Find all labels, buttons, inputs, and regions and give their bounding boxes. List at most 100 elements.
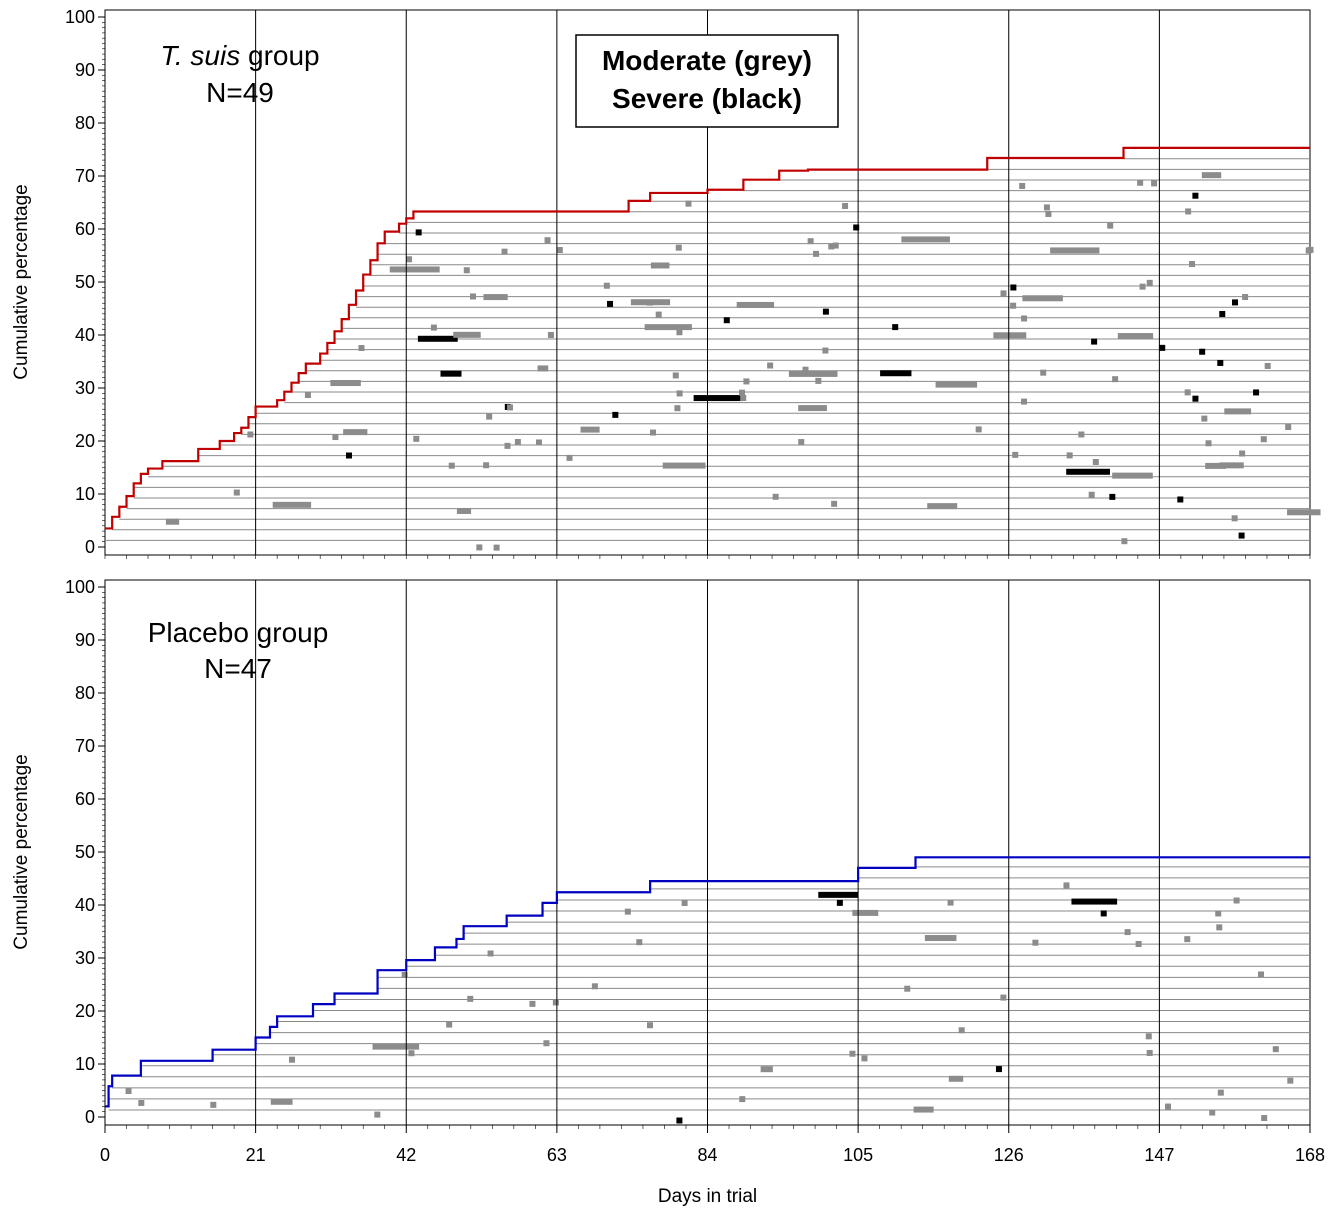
moderate-event-marker [374, 1111, 381, 1118]
group-n-label: N=47 [204, 653, 272, 684]
x-tick-label: 42 [396, 1145, 416, 1165]
moderate-event-marker [547, 331, 554, 338]
y-tick-label: 0 [85, 1107, 95, 1127]
moderate-event-marker [1215, 910, 1222, 917]
severe-event-marker [676, 1117, 683, 1124]
moderate-event-marker [501, 248, 508, 255]
moderate-event-marker [852, 909, 879, 916]
moderate-event-marker [624, 908, 631, 915]
severe-event-marker [1219, 310, 1226, 317]
moderate-event-marker [247, 431, 254, 438]
moderate-event-marker [1219, 462, 1244, 469]
patient-lines [108, 866, 1310, 1111]
severe-event-marker [1192, 192, 1199, 199]
y-tick-label: 50 [75, 272, 95, 292]
moderate-event-marker [1209, 1109, 1216, 1116]
moderate-event-marker [1233, 897, 1240, 904]
moderate-event-marker [798, 405, 827, 412]
y-tick-label: 40 [75, 895, 95, 915]
x-tick-label: 63 [547, 1145, 567, 1165]
moderate-event-marker [514, 439, 521, 446]
moderate-event-marker [738, 389, 745, 396]
moderate-event-marker [1021, 398, 1028, 405]
moderate-event-marker [469, 293, 476, 300]
moderate-event-marker [739, 1096, 746, 1103]
moderate-event-marker [807, 238, 814, 245]
moderate-event-marker [343, 429, 368, 436]
moderate-event-marker [831, 500, 838, 507]
moderate-event-marker [849, 1050, 856, 1057]
x-tick-label: 126 [994, 1145, 1024, 1165]
severe-event-marker [1253, 389, 1260, 396]
moderate-event-marker [913, 1106, 934, 1113]
moderate-event-marker [389, 266, 440, 273]
moderate-event-marker [650, 429, 657, 436]
moderate-event-marker [486, 413, 493, 420]
moderate-event-marker [125, 1088, 132, 1095]
moderate-event-marker [591, 983, 598, 990]
moderate-event-marker [813, 250, 820, 257]
moderate-event-marker [552, 999, 559, 1006]
moderate-event-marker [630, 299, 671, 306]
moderate-event-marker [1239, 450, 1246, 457]
severe-event-marker [693, 395, 743, 402]
moderate-event-marker [446, 1021, 453, 1028]
moderate-event-marker [138, 1099, 145, 1106]
moderate-event-marker [861, 1055, 868, 1062]
severe-event-marker [836, 899, 843, 906]
severe-event-marker [995, 1066, 1002, 1073]
moderate-event-marker [802, 366, 809, 373]
moderate-event-marker [1189, 261, 1196, 268]
moderate-event-marker [1185, 208, 1192, 215]
severe-event-marker [1010, 284, 1017, 291]
y-tick-label: 50 [75, 842, 95, 862]
severe-event-marker [1071, 898, 1118, 905]
moderate-event-marker [1261, 1115, 1268, 1122]
moderate-event-marker [832, 242, 839, 249]
severe-event-marker [1100, 910, 1107, 917]
moderate-event-marker [1285, 424, 1292, 431]
severe-event-marker [1217, 359, 1224, 366]
moderate-event-marker [1260, 436, 1267, 443]
moderate-event-marker [332, 434, 339, 441]
moderate-event-marker [1112, 376, 1119, 383]
moderate-event-marker [408, 1050, 415, 1057]
moderate-event-marker [456, 507, 472, 514]
y-tick-label: 10 [75, 484, 95, 504]
x-tick-label: 0 [100, 1145, 110, 1165]
severe-event-marker [607, 300, 614, 307]
moderate-event-marker [289, 1056, 296, 1063]
moderate-event-marker [675, 244, 682, 251]
moderate-event-marker [358, 345, 365, 352]
y-tick-label: 90 [75, 630, 95, 650]
severe-event-marker [346, 452, 353, 459]
moderate-event-marker [1217, 1089, 1224, 1096]
moderate-event-marker [504, 442, 511, 449]
severe-event-marker [723, 317, 730, 324]
severe-event-marker [818, 891, 859, 898]
moderate-event-marker [1043, 204, 1050, 211]
moderate-event-marker [1258, 971, 1265, 978]
y-tick-label: 100 [65, 577, 95, 597]
x-axis-title: Days in trial [658, 1186, 757, 1207]
moderate-event-marker [1045, 210, 1052, 217]
y-tick-label: 70 [75, 166, 95, 186]
moderate-event-marker [1224, 408, 1252, 415]
moderate-event-marker [975, 426, 982, 433]
moderate-event-marker [924, 935, 957, 942]
severe-event-marker [1192, 395, 1199, 402]
moderate-event-marker [1000, 290, 1007, 297]
moderate-event-marker [487, 950, 494, 957]
moderate-event-marker [1107, 222, 1114, 229]
severe-event-marker [1199, 348, 1206, 355]
moderate-event-marker [330, 380, 361, 387]
severe-event-marker [822, 308, 829, 315]
moderate-event-marker [1121, 538, 1128, 545]
moderate-event-marker [788, 370, 838, 377]
x-tick-label: 84 [697, 1145, 717, 1165]
moderate-event-marker [1010, 302, 1017, 309]
moderate-event-marker [798, 439, 805, 446]
moderate-event-marker [662, 462, 706, 469]
